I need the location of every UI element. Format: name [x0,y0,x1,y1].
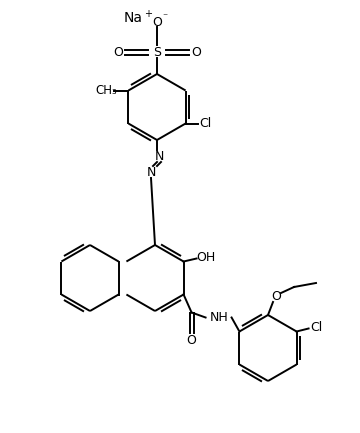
Text: O: O [113,45,123,58]
Text: N: N [146,165,156,178]
Text: O: O [271,291,281,304]
Text: S: S [153,45,161,58]
Text: Na: Na [123,11,143,25]
Text: ⁻: ⁻ [162,12,167,22]
Text: O: O [186,334,197,347]
Text: Cl: Cl [199,117,212,130]
Text: O: O [152,16,162,29]
Text: CH₃: CH₃ [95,84,117,97]
Text: N: N [154,149,164,162]
Text: O: O [191,45,201,58]
Text: NH: NH [210,311,229,324]
Text: OH: OH [196,251,215,264]
Text: +: + [144,9,152,19]
Text: Cl: Cl [310,321,323,334]
